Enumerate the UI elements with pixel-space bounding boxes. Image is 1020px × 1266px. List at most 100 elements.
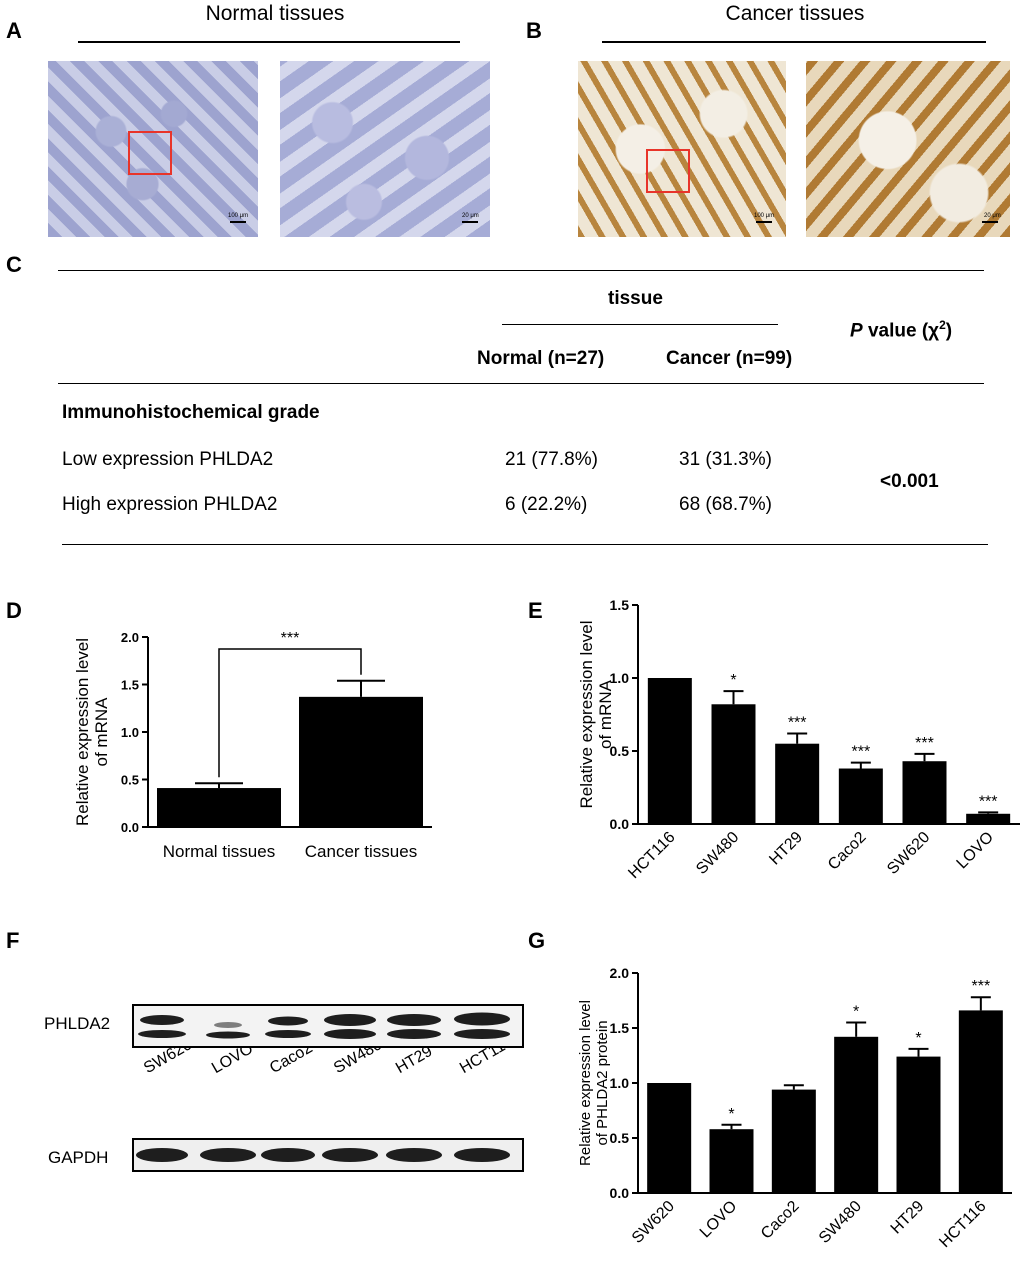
y-axis-label-line: Relative expression level xyxy=(73,638,92,826)
bar xyxy=(838,768,883,824)
table-section-label: Immunohistochemical grade xyxy=(62,402,320,423)
roi-box xyxy=(646,149,690,193)
normal-micrograph-high: 20 μm xyxy=(280,61,490,237)
bar xyxy=(709,1129,754,1193)
x-tick-label: Normal tissues xyxy=(163,842,275,861)
significance-label: *** xyxy=(971,978,990,995)
y-tick-label: 2.0 xyxy=(610,965,630,981)
bar xyxy=(834,1036,879,1193)
significance-label: *** xyxy=(915,735,934,752)
chart-e-mrna-cell-lines: 0.0 0.5 1.0 1.5 Relative expression levelof … xyxy=(577,597,1020,882)
normal-micrograph-low: 100 μm xyxy=(48,61,258,237)
x-tick-label: HT29 xyxy=(766,829,806,869)
significance-label: *** xyxy=(788,714,807,731)
lane-label: HT29 xyxy=(393,1042,436,1078)
x-tick-label: SW480 xyxy=(693,829,742,878)
x-tick-label: SW620 xyxy=(884,829,933,878)
y-axis-label: Relative expression levelof PHLDA2 prote… xyxy=(577,1000,611,1166)
table-group-header: tissue xyxy=(608,288,663,309)
y-tick-label: 1.0 xyxy=(121,725,139,740)
y-axis-label-line: Relative expression level xyxy=(577,1000,594,1166)
x-tick-label: Cancer tissues xyxy=(305,842,417,861)
significance-label: *** xyxy=(851,744,870,761)
x-tick-label: SW620 xyxy=(629,1198,678,1247)
col-normal-header: Normal (n=27) xyxy=(477,348,605,369)
bar xyxy=(958,1010,1003,1193)
cancer-micrograph-low: 100 μm xyxy=(578,61,786,237)
scale-label: 20 μm xyxy=(462,213,479,219)
panel-letter-g: G xyxy=(528,928,546,953)
panel-letter-c: C xyxy=(6,252,22,277)
x-tick-label: LOVO xyxy=(954,829,997,872)
p-value: <0.001 xyxy=(880,471,939,492)
panel-letter-e: E xyxy=(528,598,543,623)
y-tick-label: 1.0 xyxy=(610,670,630,686)
x-tick-label: HCT116 xyxy=(936,1198,989,1251)
y-axis-label-line: Relative expression level xyxy=(577,620,596,808)
cancer-title-rule xyxy=(602,41,986,43)
gapdh-blot-strip xyxy=(132,1138,524,1172)
y-tick-label: 0.5 xyxy=(121,773,139,788)
significance-label: * xyxy=(915,1030,921,1047)
p-value-header: P value (χ2) xyxy=(850,318,953,342)
table-top-rule xyxy=(58,270,984,271)
chart-g-protein-cell-lines: 0.0 0.5 1.0 1.5 2.0 Relative expression level… xyxy=(577,965,1012,1251)
y-axis-label: Relative expression levelof mRNA xyxy=(577,620,615,808)
y-tick-label: 0.5 xyxy=(610,1130,630,1146)
x-tick-label: Caco2 xyxy=(825,829,870,874)
normal-title-rule xyxy=(78,41,460,43)
bar xyxy=(647,678,692,824)
row-low-normal: 21 (77.8%) xyxy=(505,449,598,470)
bar xyxy=(902,761,947,824)
normal-tissues-title: Normal tissues xyxy=(205,2,345,25)
significance-label: *** xyxy=(281,630,300,647)
x-tick-label: LOVO xyxy=(697,1198,740,1241)
bar xyxy=(771,1089,816,1193)
y-tick-label: 1.5 xyxy=(610,1020,630,1036)
y-axis-label-line: of PHLDA2 protein xyxy=(594,1020,611,1145)
y-tick-label: 1.0 xyxy=(610,1075,630,1091)
panel-letter-a: A xyxy=(6,18,22,43)
x-tick-label: SW480 xyxy=(816,1198,865,1247)
y-axis-label-line: of mRNA xyxy=(92,697,111,767)
significance-label: * xyxy=(853,1004,859,1021)
bar xyxy=(157,788,281,827)
row-label-low: Low expression PHLDA2 xyxy=(62,449,274,470)
bar xyxy=(896,1056,941,1193)
table-header-rule xyxy=(58,383,984,384)
row-high-cancer: 68 (68.7%) xyxy=(679,494,772,515)
chart-d-mrna-tissues: 0.0 0.5 1.0 1.5 2.0 Relative expression level… xyxy=(73,630,432,861)
y-axis-label-line: of mRNA xyxy=(596,679,615,749)
bar xyxy=(647,1083,692,1193)
x-tick-label: HT29 xyxy=(888,1198,928,1238)
cancer-tissues-title: Cancer tissues xyxy=(725,2,865,25)
y-tick-label: 0.0 xyxy=(610,816,630,832)
significance-label: *** xyxy=(979,793,998,810)
significance-bracket xyxy=(218,648,362,778)
significance-label: * xyxy=(728,1106,734,1123)
y-tick-label: 0.0 xyxy=(610,1185,630,1201)
y-tick-label: 0.5 xyxy=(610,743,630,759)
y-tick-label: 0.0 xyxy=(121,820,139,835)
bar xyxy=(299,696,423,827)
blot-row-label: GAPDH xyxy=(48,1148,109,1167)
row-low-cancer: 31 (31.3%) xyxy=(679,449,772,470)
table-bottom-rule xyxy=(62,544,988,545)
panel-letter-d: D xyxy=(6,598,22,623)
bar xyxy=(775,743,820,824)
row-high-normal: 6 (22.2%) xyxy=(505,494,588,515)
scale-label: 20 μm xyxy=(984,213,1001,219)
scale-label: 100 μm xyxy=(228,213,249,219)
scale-bar xyxy=(982,221,998,223)
panel-letter-b: B xyxy=(526,18,542,43)
y-tick-label: 2.0 xyxy=(121,630,139,645)
x-tick-label: HCT116 xyxy=(625,829,678,882)
panel-letter-f: F xyxy=(6,928,20,953)
table-group-rule xyxy=(502,324,778,325)
y-tick-label: 1.5 xyxy=(121,678,139,693)
scale-bar xyxy=(230,221,246,223)
significance-label: * xyxy=(730,672,736,689)
scale-bar xyxy=(756,221,772,223)
bar xyxy=(966,813,1011,824)
phlda2-blot-strip xyxy=(132,1004,524,1048)
